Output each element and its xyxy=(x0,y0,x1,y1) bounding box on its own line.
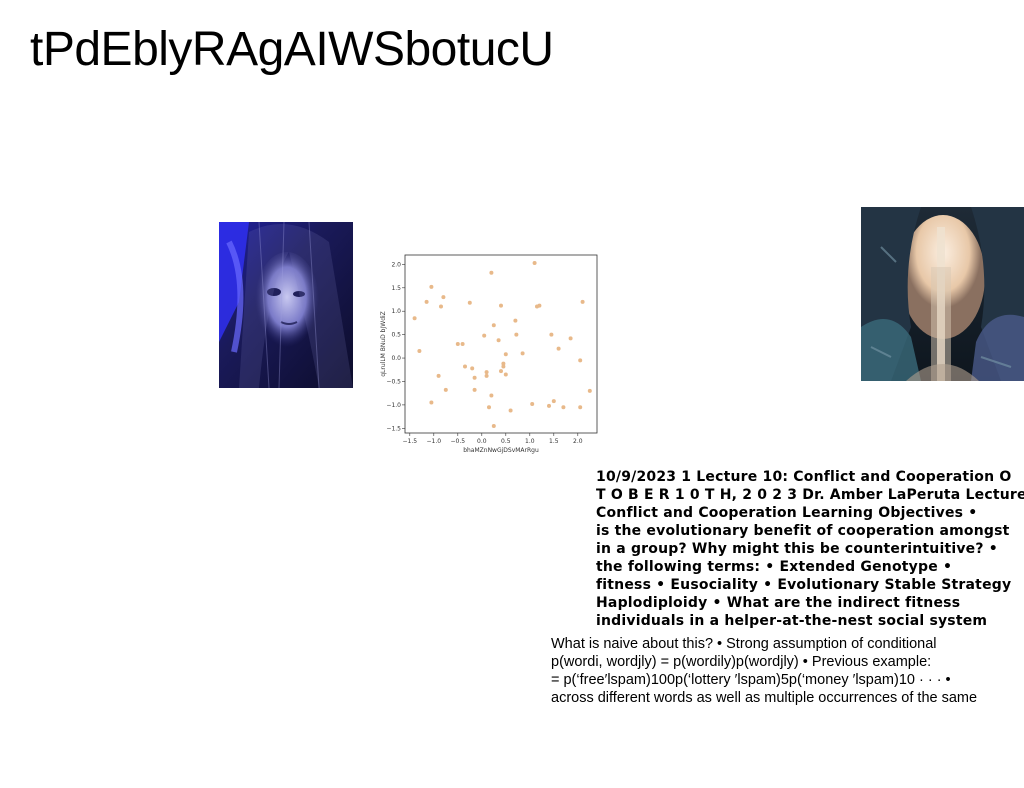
scatter-point xyxy=(424,299,429,304)
scatter-point xyxy=(484,373,489,378)
scatter-point xyxy=(496,338,501,343)
scatter-point xyxy=(463,364,467,369)
x-axis-label: bhaMZnNwGjDSvMArRgu xyxy=(463,447,539,454)
veiled-face-photo-icon xyxy=(219,222,353,388)
scatter-point xyxy=(551,399,556,404)
lecture-text-line: is the evolutionary benefit of cooperati… xyxy=(596,523,1010,539)
scatter-chart: −1.5 −1.0 −0.5 0.0 0.5 1.0 1.5 2.0 −1.5 −1.0 −0.5… xyxy=(376,250,606,458)
scatter-point xyxy=(520,351,525,356)
scatter-point xyxy=(470,366,475,371)
scatter-point xyxy=(587,388,592,393)
scatter-point xyxy=(556,346,561,351)
lecture-text-line: 10/9/2023 1 Lecture 10: Conflict and Coo… xyxy=(596,469,1012,485)
scatter-point xyxy=(412,316,417,321)
x-tick-label: −1.0 xyxy=(427,438,442,445)
scatter-point xyxy=(503,352,508,357)
scatter-point xyxy=(472,387,477,392)
scatter-point xyxy=(436,373,441,378)
lecture-bold-text: 10/9/2023 1 Lecture 10: Conflict and Coo… xyxy=(596,468,1024,630)
y-tick-label: 2.0 xyxy=(391,261,401,268)
scatter-point xyxy=(578,405,583,410)
scatter-point xyxy=(499,303,503,308)
x-tick-label: 0.5 xyxy=(501,438,511,445)
scatter-point xyxy=(501,364,506,369)
scatter-point xyxy=(472,375,477,380)
scatter-point xyxy=(578,358,583,363)
cave-waterfall-photo xyxy=(861,207,1024,381)
x-tick-label: 0.0 xyxy=(477,438,487,445)
naive-bayes-text-line: = p(‘free′lspam)100p(‘lottery ′lspam)5p(… xyxy=(551,672,951,688)
scatter-chart-svg: −1.5 −1.0 −0.5 0.0 0.5 1.0 1.5 2.0 −1.5 −1.0 −0.5… xyxy=(380,254,598,454)
scatter-point xyxy=(429,400,434,405)
page-title: tPdEblyRAgAIWSbotucU xyxy=(30,23,554,76)
x-tick-label: −0.5 xyxy=(451,438,466,445)
scatter-point xyxy=(513,318,518,323)
scatter-point xyxy=(487,405,491,410)
scatter-point xyxy=(499,369,503,374)
naive-bayes-text-line: p(wordi, wordjly) = p(wordily)p(wordjly)… xyxy=(551,654,932,670)
naive-bayes-text: What is naive about this? • Strong assum… xyxy=(551,635,1024,707)
scatter-point xyxy=(441,295,446,300)
x-tick-label: 1.0 xyxy=(525,438,535,445)
scatter-point xyxy=(467,300,472,305)
y-tick-label: 0.5 xyxy=(391,332,401,339)
scatter-point xyxy=(537,303,542,308)
plot-frame xyxy=(404,254,598,434)
y-tick-label: −1.0 xyxy=(386,402,401,409)
cave-waterfall-photo-icon xyxy=(861,207,1024,381)
naive-bayes-text-line: What is naive about this? • Strong assum… xyxy=(551,636,937,652)
lecture-text-line: in a group? Why might this be counterint… xyxy=(596,541,998,557)
scatter-point xyxy=(491,323,496,328)
lecture-text-line: Conflict and Cooperation Learning Object… xyxy=(596,505,978,521)
lecture-text-line: Haplodiploidy • What are the indirect fi… xyxy=(596,595,961,611)
scatter-point xyxy=(484,370,489,375)
scatter-point xyxy=(530,401,535,406)
scatter-point xyxy=(508,408,513,413)
scatter-point xyxy=(489,270,494,275)
lecture-text-line: T O B E R 1 0 T H, 2 0 2 3 Dr. Amber LaP… xyxy=(596,487,1024,503)
y-tick-label: −1.5 xyxy=(386,425,401,432)
lecture-text-line: individuals in a helper-at-the-nest soci… xyxy=(596,613,988,629)
naive-bayes-text-line: across different words as well as multip… xyxy=(551,690,978,706)
scatter-point xyxy=(532,260,537,265)
scatter-point xyxy=(439,304,443,309)
scatter-point xyxy=(547,403,551,408)
scatter-point xyxy=(455,342,460,346)
scatter-point xyxy=(489,393,494,398)
scatter-point xyxy=(503,372,508,377)
scatter-point xyxy=(501,361,506,366)
y-tick-label: 1.0 xyxy=(391,308,401,315)
x-tick-label: 2.0 xyxy=(573,438,583,445)
lecture-text-line: fitness • Eusociality • Evolutionary Sta… xyxy=(596,577,1012,593)
lecture-text-line: the following terms: • Extended Genotype… xyxy=(596,559,953,575)
scatter-point xyxy=(460,342,465,346)
y-tick-label: 0.0 xyxy=(391,355,401,362)
scatter-point xyxy=(568,336,573,341)
scatter-point xyxy=(491,423,496,428)
y-axis-label: qLrulLM BNuD bJWdiZ xyxy=(380,311,387,377)
scatter-point xyxy=(580,299,585,304)
scatter-point xyxy=(514,332,519,337)
x-tick-label: −1.5 xyxy=(403,438,418,445)
scatter-point xyxy=(561,405,566,410)
y-tick-label: 1.5 xyxy=(391,285,401,292)
scatter-point xyxy=(482,333,487,338)
veiled-face-photo xyxy=(219,222,353,388)
y-tick-label: −0.5 xyxy=(386,378,401,385)
scatter-point xyxy=(549,332,554,337)
scatter-point xyxy=(429,284,434,289)
scatter-point xyxy=(443,387,448,392)
x-tick-label: 1.5 xyxy=(549,438,559,445)
scatter-point xyxy=(417,349,422,354)
